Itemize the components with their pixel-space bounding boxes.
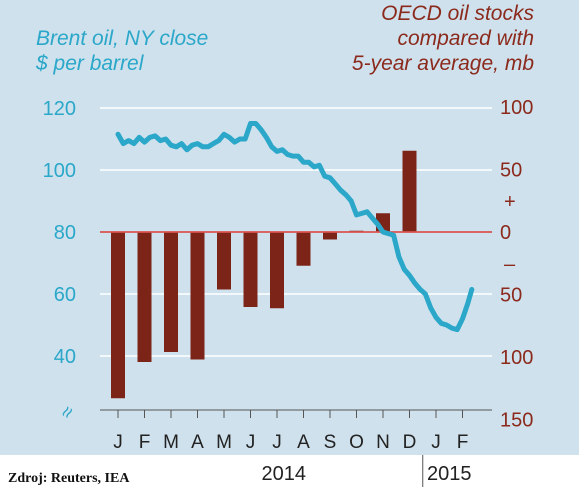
month-label: J xyxy=(431,432,441,453)
month-label: J xyxy=(246,432,256,453)
plot-background xyxy=(0,0,579,455)
left-axis-title: Brent oil, NY close$ per barrel xyxy=(35,27,208,75)
month-label: O xyxy=(349,432,364,453)
month-label: S xyxy=(324,432,337,453)
left-axis-ticks: 120 100 80 60 40 xyxy=(43,98,76,368)
right-tick-label: 50 xyxy=(500,285,522,307)
right-tick-label: 100 xyxy=(500,347,533,369)
bar xyxy=(243,232,258,307)
left-tick-label: 60 xyxy=(54,284,76,306)
brent-line xyxy=(115,121,475,333)
right-axis-title-line: compared with xyxy=(397,27,534,50)
month-label: A xyxy=(297,432,310,453)
bar xyxy=(217,232,231,290)
year-label: 2014 xyxy=(262,463,307,485)
month-label: M xyxy=(216,432,232,453)
year-label: 2015 xyxy=(427,463,472,485)
left-axis-title-line: Brent oil, NY close xyxy=(36,27,208,50)
bar xyxy=(111,232,125,399)
right-tick-label: 150 xyxy=(500,410,533,432)
source-note: Zdroj: Reuters, IEA xyxy=(8,471,130,486)
plus-label: + xyxy=(504,191,516,213)
left-tick-label: 40 xyxy=(54,346,76,368)
month-label: N xyxy=(376,432,390,453)
left-tick-label: 80 xyxy=(54,222,76,244)
minus-label: – xyxy=(504,253,516,275)
bar xyxy=(296,232,311,266)
bar-series xyxy=(111,150,417,399)
right-tick-label: 0 xyxy=(500,222,511,244)
month-label: J xyxy=(272,432,282,453)
month-label: A xyxy=(191,432,204,453)
right-tick-label: 50 xyxy=(500,160,522,182)
month-label: D xyxy=(403,432,417,453)
bar xyxy=(270,232,284,309)
right-tick-label: 100 xyxy=(500,97,533,119)
right-axis-ticks: 100 50 0 50 100 150 xyxy=(500,97,533,432)
bar xyxy=(164,232,178,352)
bar xyxy=(137,232,152,362)
bar xyxy=(323,232,337,240)
left-axis-title-line: $ per barrel xyxy=(35,52,145,75)
right-axis-title-line: OECD oil stocks xyxy=(381,2,534,25)
month-label: M xyxy=(163,432,179,453)
left-tick-label: 100 xyxy=(43,160,76,182)
month-label: J xyxy=(113,432,123,453)
month-label: F xyxy=(139,432,151,453)
right-axis-title-line: 5-year average, mb xyxy=(352,52,534,75)
left-tick-label: 120 xyxy=(43,98,76,120)
bar xyxy=(402,150,417,232)
month-label: F xyxy=(457,432,469,453)
bar xyxy=(190,232,205,360)
